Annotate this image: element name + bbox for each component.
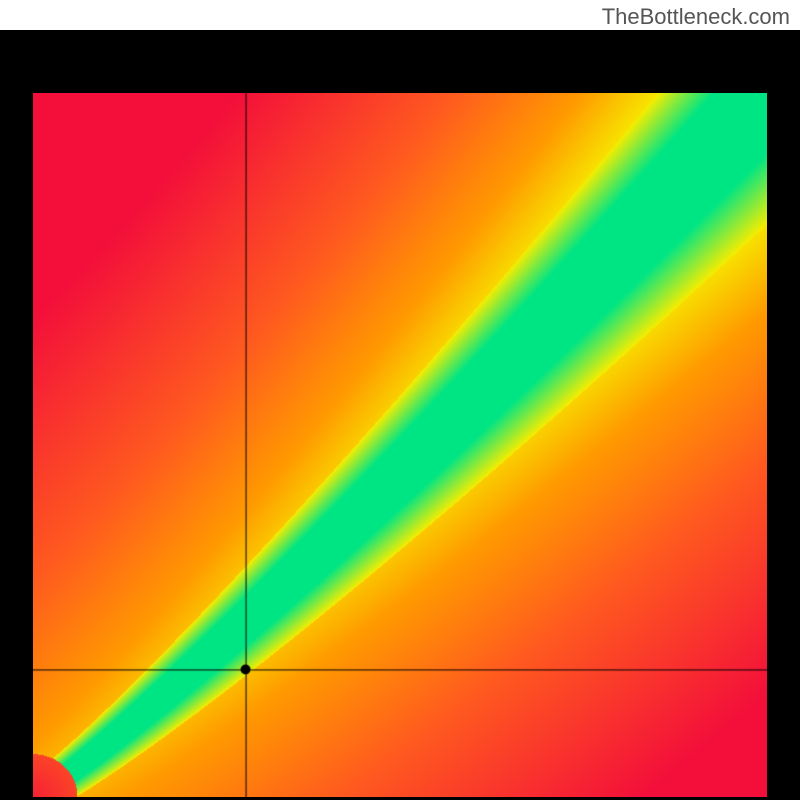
chart-container: TheBottleneck.com <box>0 0 800 800</box>
chart-frame <box>0 30 800 800</box>
heatmap-canvas <box>33 93 767 797</box>
watermark-text: TheBottleneck.com <box>602 4 790 30</box>
